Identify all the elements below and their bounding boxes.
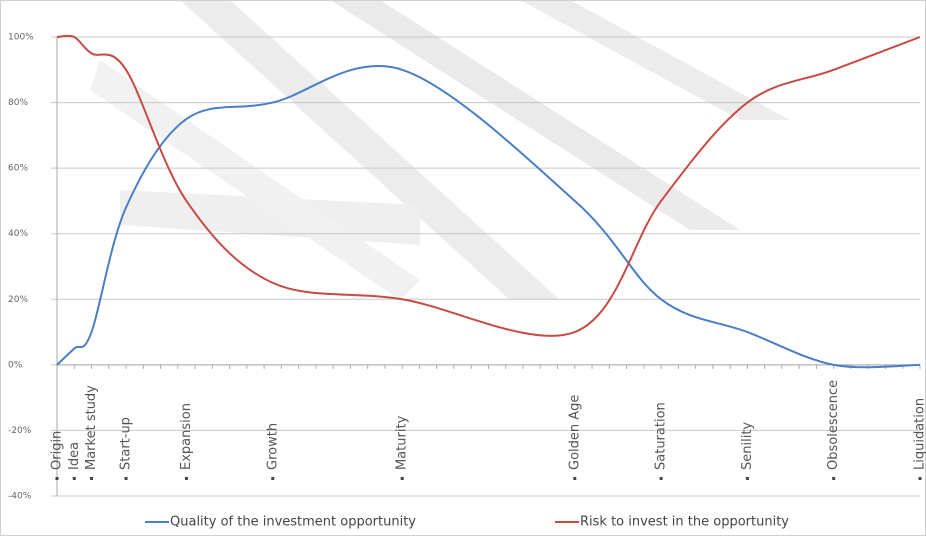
y-tick-label: 0% — [8, 360, 23, 370]
y-tick-label: 100% — [8, 33, 34, 43]
x-label-bullet — [56, 477, 59, 480]
x-label-bullet — [746, 477, 749, 480]
x-label-bullet — [660, 477, 663, 480]
y-tick-label: -40% — [8, 492, 32, 502]
x-label-bullet — [125, 477, 128, 480]
x-tick-label: Origin — [50, 431, 65, 470]
x-label-bullet — [90, 477, 93, 480]
legend-label: Quality of the investment opportunity — [170, 515, 416, 530]
x-tick-label: Growth — [265, 423, 280, 470]
x-tick-label: Maturity — [395, 415, 410, 470]
x-tick-label: Senility — [740, 422, 755, 470]
y-tick-label: 80% — [8, 98, 28, 108]
x-tick-label: Saturation — [654, 402, 669, 470]
x-tick-label: Expansion — [179, 403, 194, 470]
x-label-bullet — [185, 477, 188, 480]
x-label-bullet — [573, 477, 576, 480]
x-label-bullet — [919, 477, 922, 480]
legend-label: Risk to invest in the opportunity — [580, 515, 789, 530]
x-label-bullet — [271, 477, 274, 480]
x-tick-label: Obsolescence — [826, 380, 841, 470]
x-tick-label: Idea — [67, 442, 82, 470]
y-tick-label: 40% — [8, 229, 28, 239]
x-tick-label: Golden Age — [567, 395, 582, 470]
chart: -40% -20% 0% 20% 40% 60% 80% 100% OriginIdeaMark… — [0, 0, 926, 536]
x-label-bullet — [832, 477, 835, 480]
y-tick-label: 20% — [8, 295, 28, 305]
x-label-bullet — [401, 477, 404, 480]
x-tick-label: Start-up — [119, 417, 134, 470]
background-decoration — [90, 0, 790, 300]
x-tick-label: Market study — [84, 385, 99, 470]
x-tick-label: Liquidation — [913, 398, 926, 470]
y-tick-label: 60% — [8, 164, 28, 174]
x-label-bullet — [73, 477, 76, 480]
y-tick-label: -20% — [8, 426, 32, 436]
